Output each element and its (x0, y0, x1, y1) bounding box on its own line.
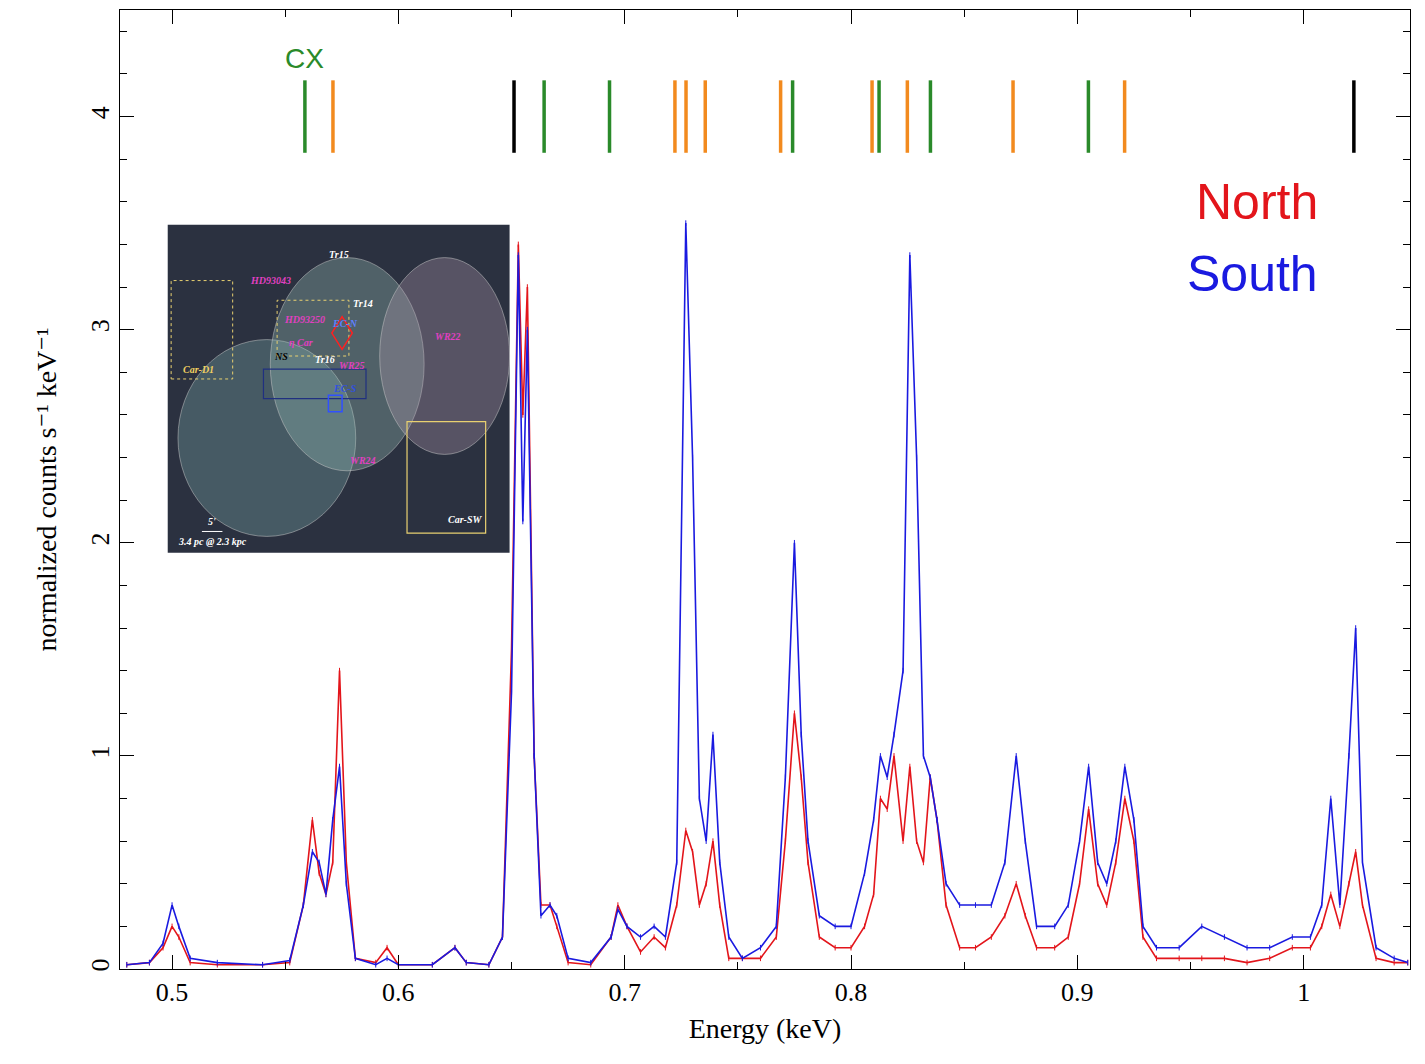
svg-text:Tr16: Tr16 (315, 354, 335, 365)
svg-text:4: 4 (86, 106, 115, 119)
svg-text:CX: CX (285, 43, 324, 74)
svg-text:WR24: WR24 (350, 455, 376, 466)
svg-text:WR22: WR22 (435, 331, 461, 342)
svg-text:NS: NS (274, 351, 288, 362)
svg-text:0.6: 0.6 (382, 978, 415, 1007)
svg-text:South: South (1187, 246, 1318, 302)
svg-text:1: 1 (86, 745, 115, 758)
svg-text:Car-SW: Car-SW (448, 514, 482, 525)
svg-text:1: 1 (1297, 978, 1310, 1007)
svg-text:3: 3 (86, 319, 115, 332)
svg-text:North: North (1196, 174, 1318, 230)
svg-text:WR25: WR25 (339, 360, 365, 371)
svg-text:HD93250: HD93250 (284, 314, 325, 325)
svg-text:Energy (keV): Energy (keV) (689, 1013, 842, 1044)
svg-text:EC-S: EC-S (333, 383, 357, 394)
svg-text:η Car: η Car (289, 337, 313, 348)
svg-text:normalized counts s⁻¹ keV⁻¹: normalized counts s⁻¹ keV⁻¹ (31, 328, 62, 652)
svg-text:0.9: 0.9 (1061, 978, 1094, 1007)
svg-text:2: 2 (86, 532, 115, 545)
svg-text:5': 5' (208, 516, 216, 527)
svg-text:Car-D1: Car-D1 (183, 364, 214, 375)
svg-text:0.7: 0.7 (608, 978, 641, 1007)
svg-text:HD93043: HD93043 (250, 275, 291, 286)
svg-text:0.5: 0.5 (156, 978, 189, 1007)
svg-text:0.8: 0.8 (835, 978, 868, 1007)
svg-text:Tr15: Tr15 (329, 249, 349, 260)
svg-text:EC-N: EC-N (332, 318, 358, 329)
svg-text:0: 0 (86, 959, 115, 972)
svg-text:3.4 pc @ 2.3 kpc: 3.4 pc @ 2.3 kpc (178, 536, 247, 547)
svg-text:Tr14: Tr14 (353, 298, 373, 309)
